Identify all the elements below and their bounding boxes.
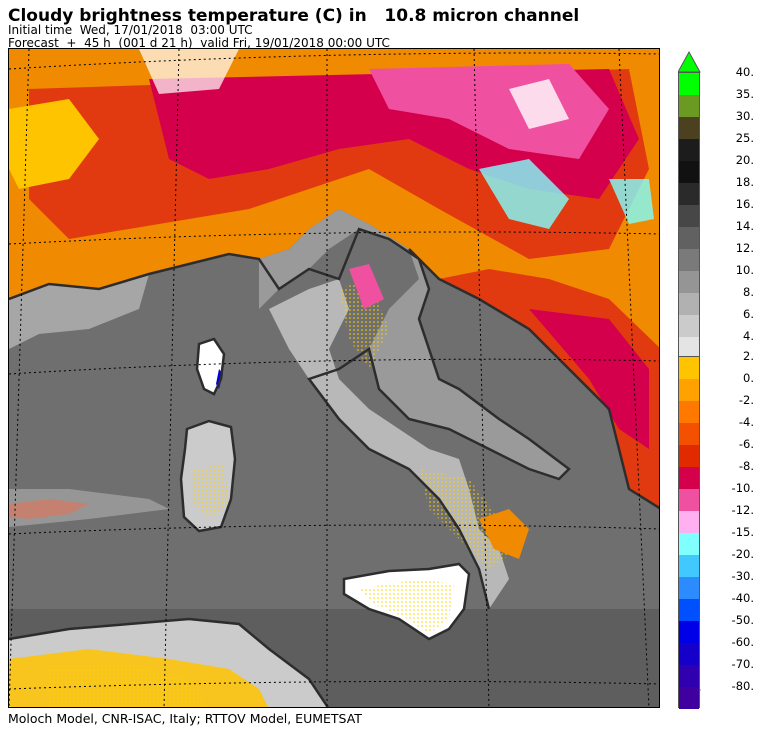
legend-label: 4. [743,329,754,343]
legend-lower-colorbar [678,356,700,709]
legend-swatch [679,271,699,293]
legend-label: 0. [743,371,754,385]
legend-swatch [679,555,699,577]
legend-label: -4. [738,415,754,429]
legend-label: 14. [735,219,754,233]
legend-label: -2. [738,393,754,407]
legend-label: -80. [731,679,754,693]
legend-swatch [679,489,699,511]
legend-label: 18. [735,175,754,189]
legend-label: -40. [731,591,754,605]
legend-label: 2. [743,349,754,363]
legend-label: -10. [731,481,754,495]
legend-swatch [679,665,699,687]
legend-swatch [679,511,699,533]
legend-swatch [679,205,699,227]
legend-label: -30. [731,569,754,583]
forecast-valid-label: Forecast + 45 h (001 d 21 h) valid Fri, … [8,36,390,50]
legend-label: -12. [731,503,754,517]
legend-label: 30. [735,109,754,123]
legend-label: -50. [731,613,754,627]
legend-label: -8. [738,459,754,473]
legend-swatch [679,687,699,709]
legend-swatch [679,95,699,117]
legend-label: -15. [731,525,754,539]
legend-swatch [679,401,699,423]
legend-label: -70. [731,657,754,671]
graticule [9,49,659,707]
legend-label: 40. [735,65,754,79]
legend-label: 8. [743,285,754,299]
legend-swatch [679,117,699,139]
weather-map [8,48,660,708]
credits-footer: Moloch Model, CNR-ISAC, Italy; RTTOV Mod… [8,711,362,726]
legend-swatch [679,445,699,467]
legend-label: -20. [731,547,754,561]
legend-label: 6. [743,307,754,321]
legend-swatch [679,643,699,665]
legend-swatch [679,379,699,401]
legend-label: 10. [735,263,754,277]
legend-swatch [679,73,699,95]
legend-swatch [679,423,699,445]
legend-swatch [679,161,699,183]
legend-swatch [679,533,699,555]
legend-label: -60. [731,635,754,649]
legend-swatch [679,227,699,249]
chart-title: Cloudy brightness temperature (C) in 10.… [8,6,580,26]
legend-swatch [679,315,699,337]
legend-label: 12. [735,241,754,255]
legend-label: 35. [735,87,754,101]
legend-label: -6. [738,437,754,451]
legend-swatch [679,139,699,161]
legend-swatch [679,249,699,271]
legend-label: 16. [735,197,754,211]
legend-swatch [679,577,699,599]
legend-swatch [679,599,699,621]
color-legend: 40. 35. 30. 25. 20. 18. 16. 14. 12. 10. 8. 6. 4. 2. 0.… [678,48,758,710]
legend-swatch [679,621,699,643]
legend-swatch [679,183,699,205]
legend-label: 20. [735,153,754,167]
italy-landmass [259,209,569,479]
legend-swatch [679,357,699,379]
legend-label: 25. [735,131,754,145]
legend-swatch [679,467,699,489]
map-canvas [9,49,659,707]
legend-swatch [679,293,699,315]
coastlines [9,227,659,707]
legend-upper-colorbar [678,72,700,359]
initial-time-label: Initial time Wed, 17/01/2018 03:00 UTC [8,23,253,37]
legend-swatch [679,337,699,359]
